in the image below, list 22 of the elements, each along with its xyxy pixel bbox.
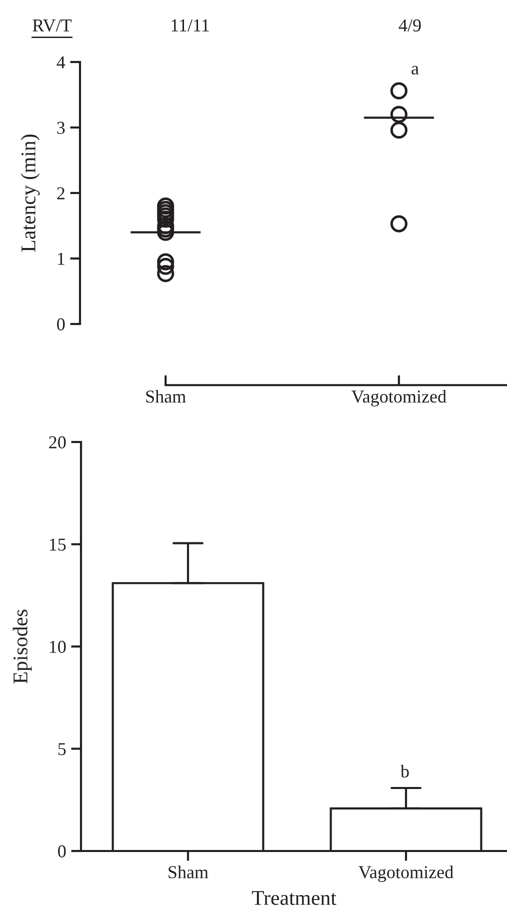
x-tick-label: Sham: [168, 866, 208, 878]
annotation: b: [400, 764, 409, 778]
y-tick-label: 15: [50, 538, 66, 551]
x-axis-title: Treatment: [252, 891, 336, 906]
y-tick-label: 10: [50, 640, 66, 653]
x-tick-label: Vagotomized: [351, 390, 446, 406]
y-axis-title: Latency (min): [20, 134, 40, 252]
y-tick-label: 1: [58, 252, 64, 265]
text: 4/9: [398, 19, 421, 32]
y-tick-label: 3: [57, 122, 65, 134]
annotation: a: [412, 66, 419, 75]
text: 11/11: [172, 19, 209, 32]
x-tick-label: Vagotomized: [358, 866, 454, 882]
y-axis-title: Episodes: [12, 610, 32, 684]
text: RV/T: [32, 19, 72, 32]
y-tick-label: 20: [49, 436, 66, 448]
y-tick-label: 4: [56, 56, 66, 68]
y-tick-label: 5: [58, 743, 66, 756]
x-tick-label: Sham: [146, 390, 186, 403]
y-tick-label: 0: [58, 845, 66, 858]
y-tick-label: 2: [57, 187, 64, 200]
y-tick-label: 0: [57, 318, 65, 330]
